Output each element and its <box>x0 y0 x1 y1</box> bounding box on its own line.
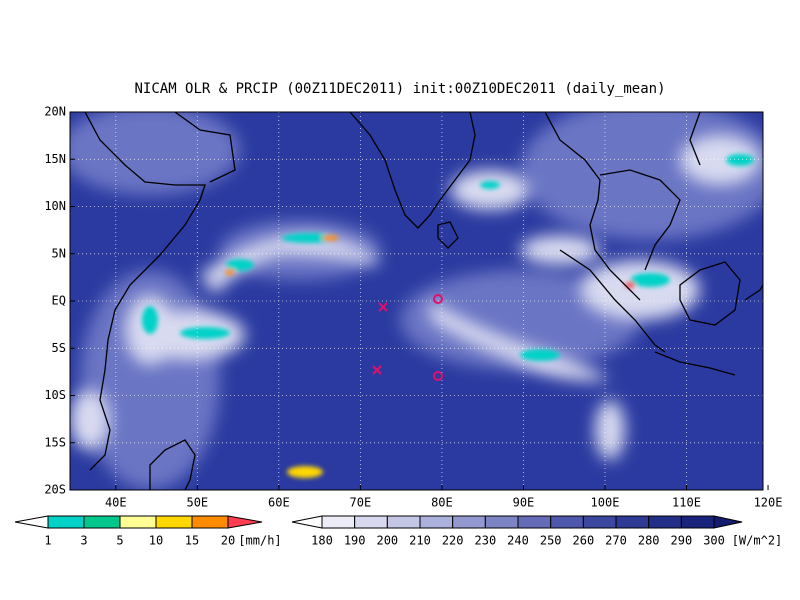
lat-label: 5N <box>52 246 66 260</box>
olr-label: 250 <box>540 534 562 548</box>
precip-swatch <box>47 515 85 529</box>
precip-swatch <box>83 515 121 529</box>
olr-label: 240 <box>507 534 529 548</box>
lon-label: 110E <box>672 496 701 510</box>
olr-swatch <box>386 515 421 529</box>
markers <box>372 294 443 381</box>
precip-label: 5 <box>116 534 123 548</box>
lon-label: 70E <box>350 496 372 510</box>
olr-label: 230 <box>475 534 497 548</box>
olr-arrow-low <box>291 515 323 529</box>
olr-label: 190 <box>344 534 366 548</box>
precip-swatch <box>155 515 193 529</box>
olr-swatch <box>582 515 617 529</box>
lon-label: 40E <box>105 496 127 510</box>
olr-swatch <box>550 515 584 529</box>
olr-label: 210 <box>409 534 431 548</box>
olr-swatch <box>321 515 356 529</box>
lat-label: EQ <box>52 294 66 308</box>
olr-unit: [W/m^2] <box>732 534 783 548</box>
lon-label: 50E <box>186 496 208 510</box>
olr-arrow-high <box>713 515 743 529</box>
olr-label: 180 <box>311 534 333 548</box>
coastlines <box>84 112 763 490</box>
precip-swatch <box>191 515 229 529</box>
olr-swatch <box>419 515 454 529</box>
olr-label: 270 <box>605 534 627 548</box>
lon-label: 60E <box>268 496 290 510</box>
precip-label: 10 <box>149 534 163 548</box>
lat-label: 20N <box>44 105 66 119</box>
olr-swatch <box>517 515 552 529</box>
lat-label: 10S <box>44 388 66 402</box>
lat-label: 15S <box>44 435 66 449</box>
lon-label: 80E <box>431 496 453 510</box>
olr-label: 300 <box>703 534 725 548</box>
precip-arrow-low <box>14 515 49 529</box>
precip-label: 1 <box>44 534 51 548</box>
precip-swatch <box>119 515 157 529</box>
lat-label: 10N <box>44 199 66 213</box>
olr-label: 260 <box>573 534 595 548</box>
olr-swatch <box>680 515 715 529</box>
olr-swatch <box>484 515 519 529</box>
olr-swatch <box>452 515 486 529</box>
map-field <box>70 112 763 490</box>
olr-label: 200 <box>376 534 398 548</box>
olr-label: 290 <box>671 534 693 548</box>
title: NICAM OLR & PRCIP (00Z11DEC2011) init:00… <box>134 81 665 97</box>
precip-label: 15 <box>185 534 199 548</box>
lon-label: 120E <box>754 496 783 510</box>
precip-label: 20 <box>221 534 235 548</box>
lat-label: 5S <box>52 341 66 355</box>
olr-swatch <box>354 515 388 529</box>
lat-label: 15N <box>44 152 66 166</box>
precip-label: 3 <box>80 534 87 548</box>
precip-unit: [mm/h] <box>238 534 281 548</box>
olr-swatch <box>648 515 682 529</box>
lon-label: 90E <box>513 496 535 510</box>
lon-label: 100E <box>591 496 620 510</box>
olr-label: 220 <box>442 534 464 548</box>
precip-arrow-high <box>227 515 263 529</box>
lat-label: 20S <box>44 483 66 497</box>
olr-label: 280 <box>638 534 660 548</box>
olr-swatch <box>615 515 650 529</box>
